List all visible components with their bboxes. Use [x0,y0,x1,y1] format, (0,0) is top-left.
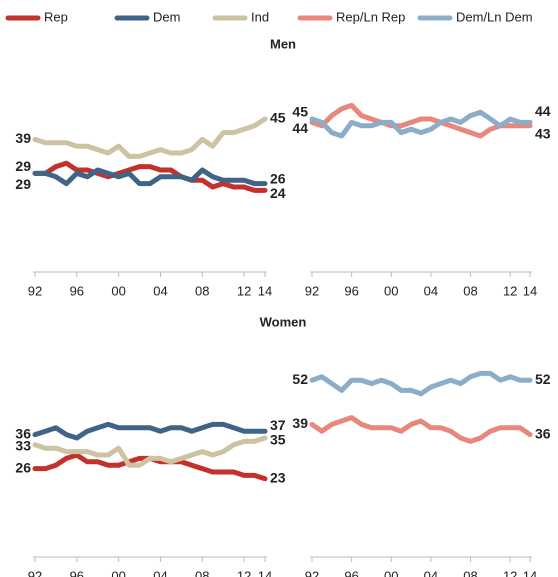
start-label: 36 [15,425,31,441]
x-tick-label: 92 [305,283,319,298]
end-label: 24 [270,185,286,201]
x-tick-label: 92 [28,568,42,577]
x-tick-label: 08 [463,283,477,298]
x-tick-label: 00 [111,283,125,298]
end-label: 36 [535,425,551,441]
panel-title: Women [260,314,307,329]
end-label: 43 [535,126,551,142]
x-tick-label: 08 [195,283,209,298]
x-tick-label: 14 [258,283,272,298]
end-label: 23 [270,470,286,486]
x-tick-label: 04 [153,283,167,298]
legend-label: Dem/Ln Dem [456,9,533,24]
x-tick-label: 14 [523,283,537,298]
x-tick-label: 08 [463,568,477,577]
series-line [309,109,533,139]
start-label: 39 [292,415,308,431]
start-label: 39 [15,130,31,146]
x-tick-label: 04 [153,568,167,577]
series-line [32,435,268,468]
start-label: 33 [15,438,31,454]
start-label: 52 [292,371,308,387]
end-label: 37 [270,417,286,433]
end-label: 35 [270,432,286,448]
x-tick-label: 96 [344,568,358,577]
series-line [32,160,268,193]
end-label: 44 [535,103,551,119]
legend-label: Ind [251,9,269,24]
x-tick-label: 96 [70,568,84,577]
x-tick-label: 12 [237,283,251,298]
start-label: 44 [292,120,308,136]
x-tick-label: 00 [111,568,125,577]
x-tick-label: 00 [384,283,398,298]
series-line [309,370,533,397]
legend-label: Dem [153,9,180,24]
x-tick-label: 96 [344,283,358,298]
x-tick-label: 96 [70,283,84,298]
x-tick-label: 04 [424,568,438,577]
legend-label: Rep [44,9,68,24]
start-label: 29 [15,158,31,174]
x-tick-label: 04 [424,283,438,298]
x-tick-label: 14 [523,568,537,577]
x-tick-label: 92 [305,568,319,577]
x-tick-label: 92 [28,283,42,298]
start-label: 45 [292,104,308,120]
x-tick-label: 12 [237,568,251,577]
legend-label: Rep/Ln Rep [336,9,405,24]
x-tick-label: 14 [258,568,272,577]
x-tick-label: 08 [195,568,209,577]
series-line [309,102,533,139]
x-tick-label: 12 [503,568,517,577]
end-label: 26 [270,170,286,186]
start-label: 26 [15,459,31,475]
series-line [32,116,268,159]
series-line [32,167,268,187]
end-label: 52 [535,371,551,387]
x-tick-label: 00 [384,568,398,577]
end-label: 45 [270,110,286,126]
start-label: 29 [15,176,31,192]
x-tick-label: 12 [503,283,517,298]
series-line [32,421,268,441]
panel-title: Men [270,36,296,51]
series-line [309,415,533,444]
